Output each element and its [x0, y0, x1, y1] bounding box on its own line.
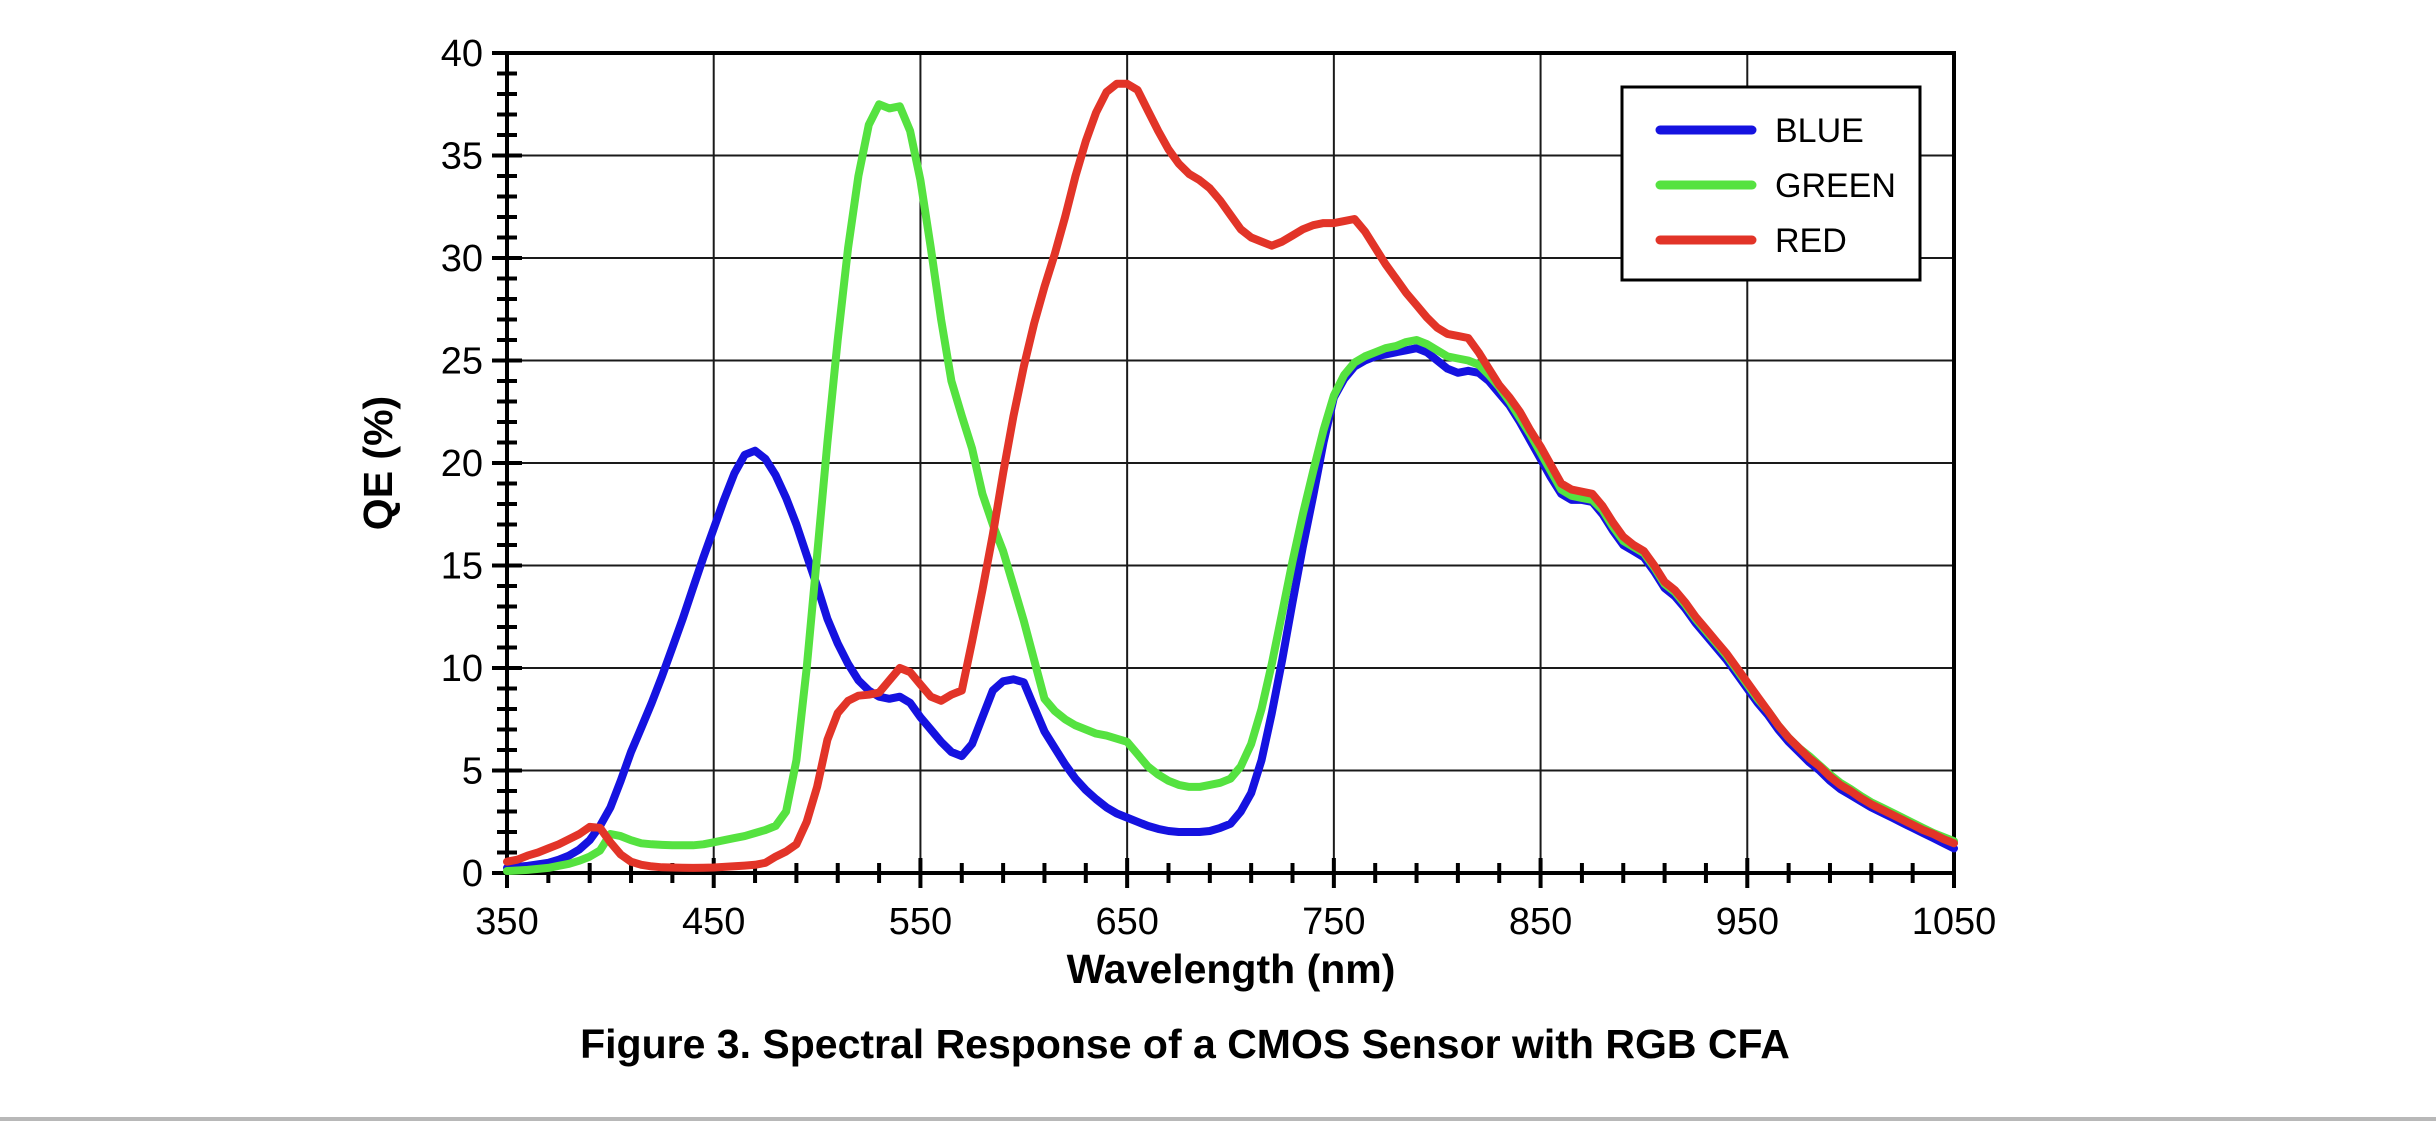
curve-red: [503, 79, 1958, 872]
legend: BLUE GREEN RED: [1620, 85, 1922, 282]
axis-tick-labels: 350 450 550 650 750 850 950 1050 0 5 10 15 20 25 30 35 4…: [441, 33, 1997, 943]
bottom-separator-line: [0, 1117, 2436, 1121]
x-tick-label: 850: [1509, 901, 1572, 943]
y-tick-label: 30: [441, 238, 483, 280]
x-tick-label: 650: [1095, 901, 1158, 943]
figure-caption: Figure 3. Spectral Response of a CMOS Se…: [580, 1021, 1790, 1067]
x-axis-title: Wavelength (nm): [1067, 946, 1396, 992]
y-tick-label: 35: [441, 136, 483, 178]
y-tick-label: 0: [462, 853, 483, 895]
legend-label-red: RED: [1775, 222, 1847, 260]
curve-blue: [503, 344, 1958, 872]
x-tick-label: 450: [682, 901, 745, 943]
x-tick-label: 350: [475, 901, 538, 943]
y-tick-label: 40: [441, 33, 483, 75]
x-tick-label: 950: [1716, 901, 1779, 943]
y-axis-title: QE (%): [355, 396, 401, 530]
x-tick-label: 550: [889, 901, 952, 943]
legend-label-green: GREEN: [1775, 167, 1896, 205]
plot-border: [505, 51, 1956, 875]
y-tick-label: 5: [462, 751, 483, 793]
legend-label-blue: BLUE: [1775, 112, 1864, 150]
y-tick-label: 15: [441, 546, 483, 588]
x-tick-label: 1050: [1912, 901, 1997, 943]
y-tick-label: 25: [441, 341, 483, 383]
y-tick-label: 20: [441, 443, 483, 485]
x-tick-label: 750: [1302, 901, 1365, 943]
y-tick-label: 10: [441, 648, 483, 690]
curves-layer: [503, 79, 1958, 875]
